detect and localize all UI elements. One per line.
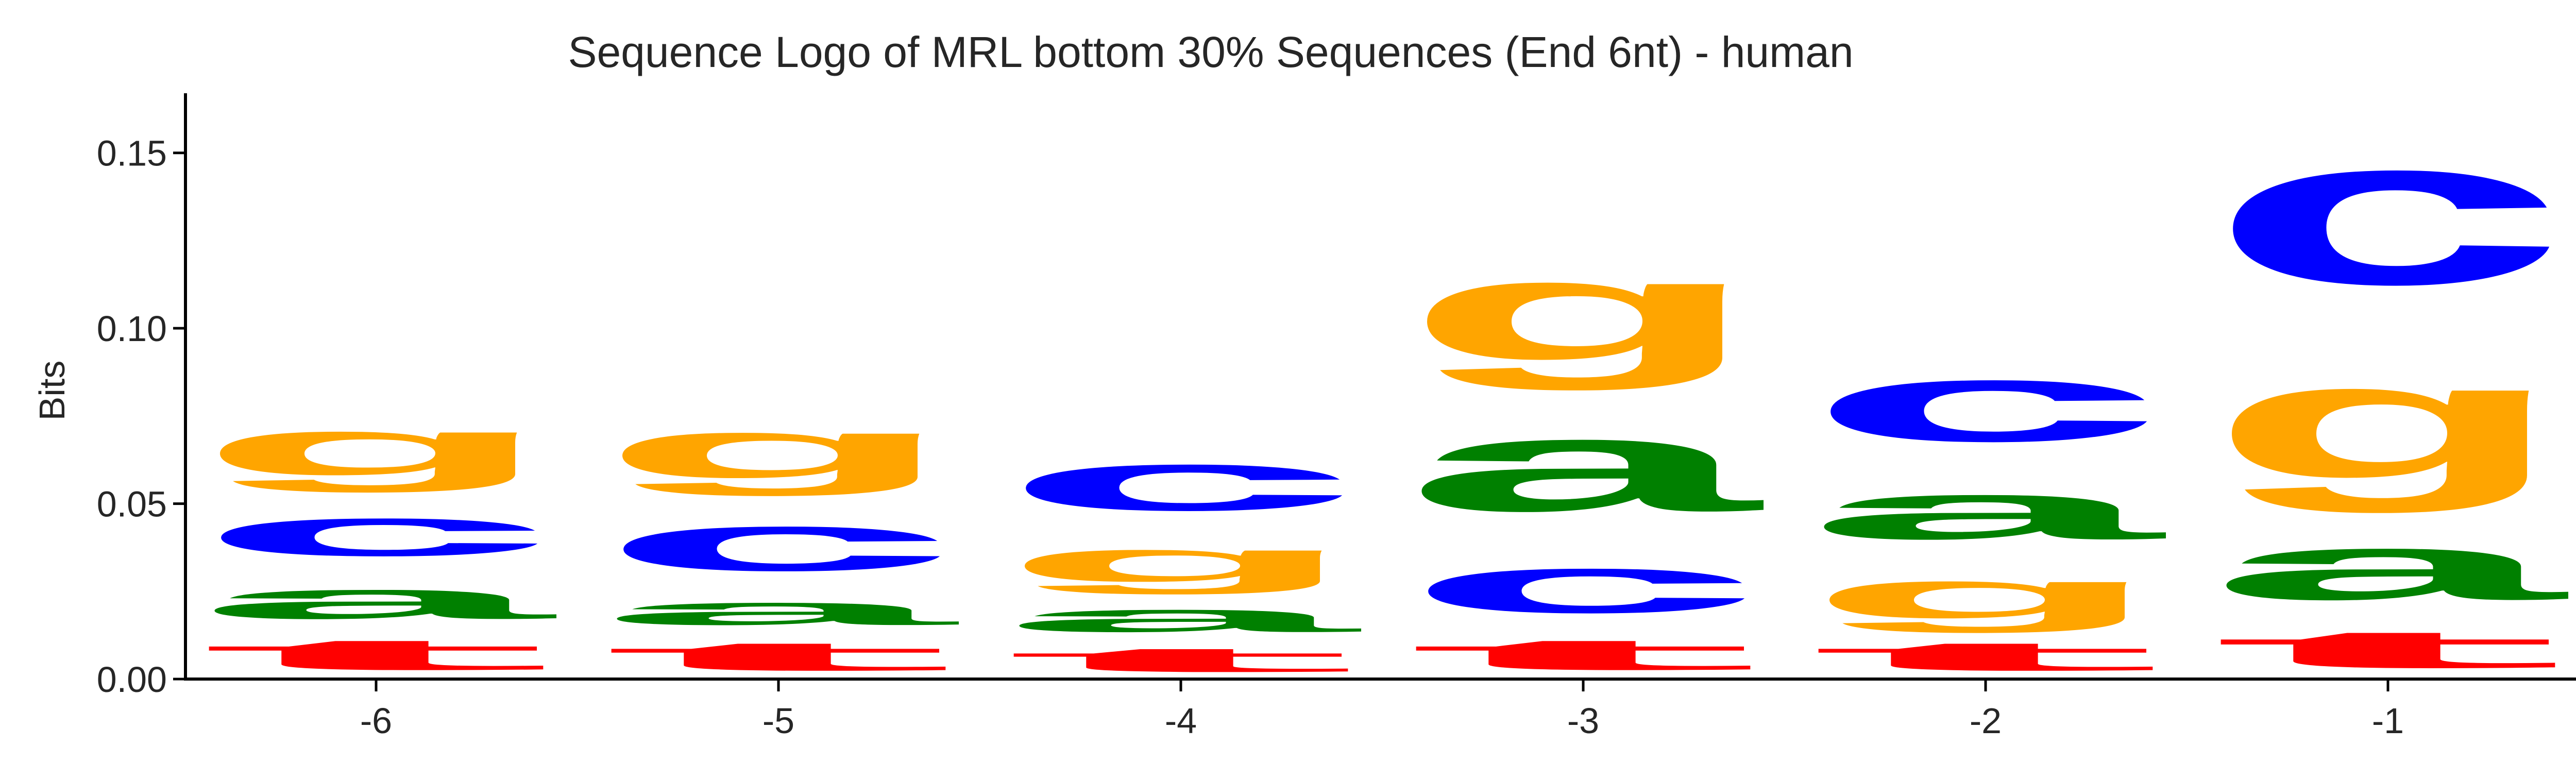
- x-tick-label: -5: [762, 701, 794, 741]
- x-tick-label: -4: [1165, 701, 1197, 741]
- y-tick-label: 0.05: [97, 484, 167, 524]
- y-axis-ticks: 0.00 0.05 0.10 0.15: [97, 133, 185, 700]
- logo-glyph-t: t: [2208, 619, 2568, 679]
- y-axis-label: Bits: [32, 361, 72, 421]
- logo-glyph-g: g: [598, 402, 959, 497]
- y-tick-label: 0.15: [97, 133, 167, 174]
- y-tick-label: 0.00: [97, 659, 167, 700]
- logo-glyph-c: c: [1805, 339, 2166, 465]
- logo-glyph-c: c: [196, 493, 556, 570]
- logo-glyph-c: c: [1001, 433, 1361, 528]
- x-tick-label: -2: [1970, 701, 2002, 741]
- logo-glyph-g: g: [196, 402, 556, 493]
- logo-glyph-t: t: [598, 634, 959, 679]
- chart-title: Sequence Logo of MRL bottom 30% Sequence…: [568, 28, 1853, 76]
- logo-glyph-a: a: [1403, 392, 1764, 539]
- logo-glyph-a: a: [598, 588, 959, 634]
- logo-glyph-g: g: [1403, 230, 1764, 391]
- logo-glyph-a: a: [1001, 595, 1361, 641]
- y-tick-label: 0.10: [97, 309, 167, 349]
- x-tick-label: -3: [1567, 701, 1599, 741]
- x-tick-label: -1: [2372, 701, 2404, 741]
- logo-glyph-a: a: [2208, 514, 2568, 619]
- x-axis-ticks: -6 -5 -4 -3 -2 -1: [360, 679, 2404, 741]
- logo-glyph-c: c: [2208, 93, 2568, 328]
- logo-glyph-t: t: [196, 630, 556, 679]
- logo-glyph-g: g: [1001, 528, 1361, 595]
- x-tick-label: -6: [360, 701, 392, 741]
- logo-glyph-c: c: [598, 497, 959, 588]
- logo-glyph-c: c: [1403, 539, 1764, 630]
- logo-glyph-t: t: [1403, 630, 1764, 679]
- logo-glyph-g: g: [1805, 556, 2166, 634]
- logo-glyph-t: t: [1805, 634, 2166, 679]
- logo-glyph-g: g: [2208, 328, 2568, 514]
- logo-glyph-t: t: [1001, 640, 1361, 679]
- logo-glyph-a: a: [1805, 465, 2166, 556]
- logo-glyph-a: a: [196, 570, 556, 630]
